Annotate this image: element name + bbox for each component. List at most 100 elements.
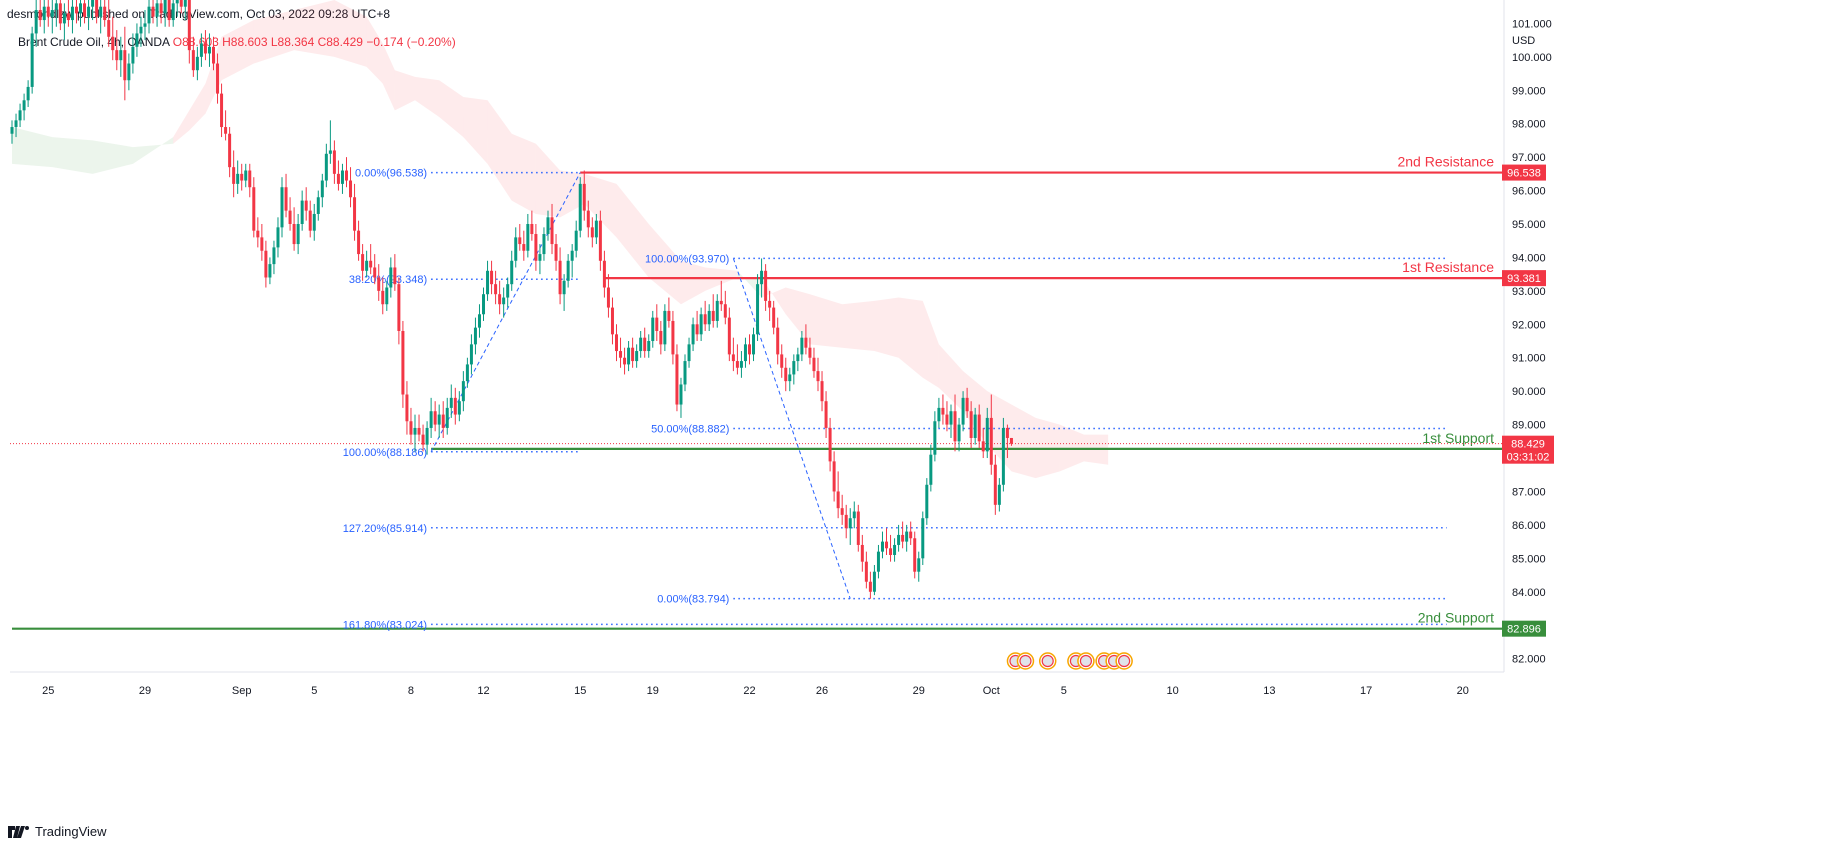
candle-body bbox=[425, 427, 429, 445]
cloud-segment bbox=[382, 43, 395, 111]
cloud-segment bbox=[394, 70, 415, 111]
candle-body bbox=[203, 43, 207, 54]
candle-body bbox=[598, 220, 602, 261]
candle-body bbox=[18, 110, 22, 121]
candle-body bbox=[429, 411, 433, 428]
candle-body bbox=[167, 0, 171, 21]
candle-body bbox=[1001, 427, 1005, 485]
candle-body bbox=[667, 310, 671, 321]
candle-body bbox=[405, 394, 409, 422]
event-markers bbox=[1006, 652, 1133, 670]
candle-body bbox=[30, 33, 34, 87]
candle-body bbox=[925, 484, 929, 519]
candle-body bbox=[586, 210, 590, 228]
fib-level-label: 100.00%(93.970) bbox=[645, 253, 729, 265]
candle-body bbox=[26, 86, 30, 101]
candle-body bbox=[300, 200, 304, 224]
candle-body bbox=[961, 397, 965, 425]
candle-body bbox=[772, 307, 776, 328]
price-axis: USD82.00083.00084.00085.00086.00087.0008… bbox=[1503, 0, 1552, 672]
publish-info: desmondlzw published on TradingView.com,… bbox=[7, 7, 391, 21]
time-tick-label: 17 bbox=[1360, 685, 1372, 697]
candle-body bbox=[62, 13, 66, 24]
key-level-label: 2nd Support bbox=[1418, 610, 1494, 626]
fib-swing-line bbox=[430, 172, 581, 453]
candle-body bbox=[889, 548, 893, 555]
candle-body bbox=[272, 247, 276, 265]
candle-body bbox=[594, 220, 598, 238]
cloud-segment bbox=[809, 294, 843, 348]
symbol-label[interactable]: Brent Crude Oil, 4h, OANDA bbox=[18, 35, 170, 49]
price-tick-label: 90.000 bbox=[1512, 386, 1546, 398]
candle-body bbox=[526, 224, 530, 251]
candle-body bbox=[832, 461, 836, 492]
candle-body bbox=[477, 314, 481, 328]
candle-body bbox=[1009, 437, 1013, 444]
cloud-segment bbox=[92, 140, 133, 174]
time-tick-label: 29 bbox=[913, 685, 925, 697]
candle-body bbox=[542, 234, 546, 255]
close-value: C88.429 bbox=[318, 35, 363, 49]
candle-body bbox=[631, 347, 635, 362]
candle-body bbox=[163, 0, 167, 14]
candle-body bbox=[340, 170, 344, 184]
candle-body bbox=[139, 26, 143, 34]
cloud-segment bbox=[761, 277, 786, 315]
candle-body bbox=[490, 270, 494, 285]
candle-body bbox=[695, 324, 699, 335]
cloud-segment bbox=[189, 83, 206, 131]
current-price-tag-label: 88.429 bbox=[1511, 439, 1545, 451]
candle-body bbox=[312, 213, 316, 231]
candle-body bbox=[365, 260, 369, 271]
price-tick-label: 93.000 bbox=[1512, 286, 1546, 298]
candle-body bbox=[111, 36, 115, 51]
candle-body bbox=[369, 260, 373, 268]
candle-body bbox=[465, 364, 469, 382]
candle-body bbox=[232, 167, 236, 184]
fib-level-label: 38.20%(93.348) bbox=[349, 274, 427, 286]
candle-body bbox=[953, 411, 957, 442]
candle-body bbox=[885, 541, 889, 549]
candle-body bbox=[671, 320, 675, 355]
price-tick-label: 101.000 bbox=[1512, 18, 1552, 30]
candle-body bbox=[816, 371, 820, 382]
candle-body bbox=[679, 384, 683, 405]
candle-body bbox=[574, 230, 578, 251]
candle-body bbox=[848, 518, 852, 529]
candle-body bbox=[252, 187, 256, 231]
candle-body bbox=[461, 381, 465, 402]
footer-brand[interactable]: TradingView bbox=[8, 824, 107, 839]
candle-body bbox=[965, 397, 969, 412]
candle-body bbox=[558, 260, 562, 295]
candle-body bbox=[687, 344, 691, 362]
candle-body bbox=[276, 227, 280, 248]
fib-level-label: 100.00%(88.186) bbox=[343, 447, 427, 459]
candle-body bbox=[957, 424, 961, 442]
candle-body bbox=[562, 280, 566, 295]
candle-body bbox=[296, 224, 300, 245]
candle-body bbox=[50, 10, 54, 17]
candle-body bbox=[175, 0, 179, 4]
candle-body bbox=[602, 260, 606, 288]
candle-body bbox=[715, 300, 719, 321]
key-level-label: 1st Resistance bbox=[1402, 259, 1494, 275]
candle-body bbox=[534, 234, 538, 261]
candle-body bbox=[95, 0, 99, 17]
time-tick-label: 19 bbox=[647, 685, 659, 697]
candle-body bbox=[727, 317, 731, 355]
candle-body bbox=[743, 344, 747, 362]
candle-body bbox=[792, 361, 796, 375]
candle-body bbox=[70, 6, 74, 21]
candle-body bbox=[264, 250, 268, 278]
candle-body bbox=[921, 518, 925, 559]
candle-body bbox=[804, 337, 808, 348]
time-tick-label: 8 bbox=[408, 685, 414, 697]
candle-body bbox=[473, 327, 477, 345]
candle-body bbox=[808, 347, 812, 358]
candle-body bbox=[852, 511, 856, 519]
candle-body bbox=[691, 324, 695, 345]
current-price-tag bbox=[1502, 435, 1554, 464]
time-tick-label: 5 bbox=[1061, 685, 1067, 697]
change-value: −0.174 (−0.20%) bbox=[366, 35, 456, 49]
